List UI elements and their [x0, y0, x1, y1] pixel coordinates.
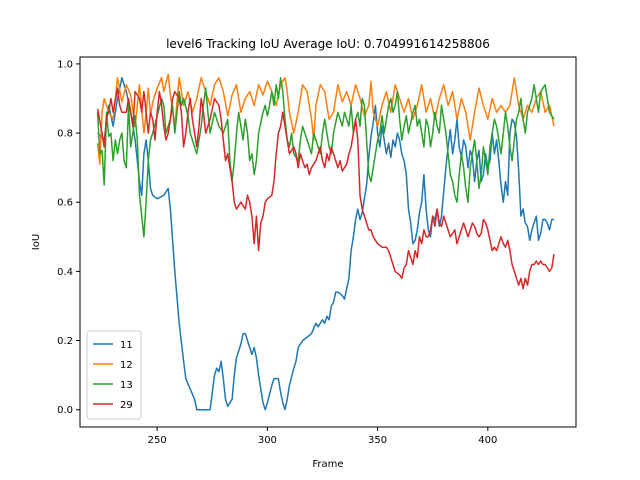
legend-label: 29 [120, 400, 133, 411]
y-tick-label: 1.0 [57, 59, 73, 70]
y-tick-label: 0.0 [57, 405, 73, 416]
y-tick-label: 0.4 [57, 267, 73, 278]
y-tick-label: 0.2 [57, 336, 73, 347]
legend-label: 11 [120, 340, 133, 351]
x-tick-label: 250 [148, 435, 167, 446]
y-tick-label: 0.6 [57, 198, 73, 209]
y-axis: 0.0 0.2 0.4 0.6 0.8 1.0 [57, 59, 80, 416]
legend-label: 12 [120, 360, 133, 371]
y-tick-label: 0.8 [57, 129, 73, 140]
series-line-11 [97, 76, 554, 411]
series-line-29 [96, 87, 555, 290]
x-tick-label: 350 [368, 435, 387, 446]
chart-title: level6 Tracking IoU Average IoU: 0.70499… [166, 37, 490, 51]
x-tick-label: 400 [478, 435, 497, 446]
series-layer [96, 73, 555, 411]
legend-label: 13 [120, 380, 133, 391]
legend: 11 12 13 29 [86, 330, 142, 420]
series-line-12 [96, 73, 555, 165]
x-tick-label: 300 [258, 435, 277, 446]
x-axis: 250 300 350 400 [148, 427, 497, 446]
plot-frame [79, 56, 577, 428]
y-axis-label: IoU [31, 234, 42, 250]
x-axis-label: Frame [312, 459, 343, 470]
legend-box [86, 330, 142, 420]
